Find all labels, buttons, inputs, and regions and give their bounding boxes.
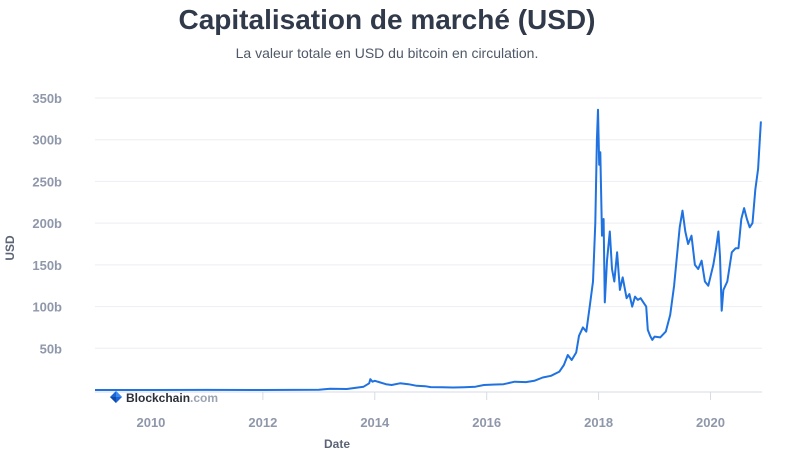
- y-tick-label: 50b: [40, 341, 62, 356]
- x-tick-label: 2018: [584, 415, 613, 430]
- svg-text:Blockchain.com: Blockchain.com: [126, 391, 218, 405]
- x-axis-title: Date: [324, 437, 350, 451]
- blockchain-logo-icon: [110, 391, 122, 403]
- y-tick-label: 250b: [32, 174, 62, 189]
- watermark-suffix: .com: [190, 391, 218, 405]
- x-tick-label: 2020: [696, 415, 725, 430]
- chart-title: Capitalisation de marché (USD): [178, 4, 596, 35]
- y-tick-label: 150b: [32, 258, 62, 273]
- y-axis-title: USD: [3, 235, 17, 261]
- x-tick-label: 2016: [472, 415, 501, 430]
- x-tick-label: 2010: [136, 415, 165, 430]
- chart-subtitle: La valeur totale en USD du bitcoin en ci…: [235, 45, 539, 61]
- y-tick-label: 200b: [32, 216, 62, 231]
- y-tick-label: 350b: [32, 91, 62, 106]
- x-tick-labels: 2010 2012 2014 2016 2018 2020: [136, 392, 725, 430]
- y-tick-labels: 50b 100b 150b 200b 250b 300b 350b: [32, 91, 62, 356]
- blockchain-watermark: Blockchain.com: [110, 391, 218, 405]
- y-tick-label: 300b: [32, 133, 62, 148]
- x-tick-label: 2012: [248, 415, 277, 430]
- y-tick-label: 100b: [32, 300, 62, 315]
- grid-lines: [95, 97, 762, 349]
- market-cap-series-line: [95, 108, 762, 391]
- x-tick-label: 2014: [360, 415, 390, 430]
- watermark-brand: Blockchain: [126, 391, 190, 405]
